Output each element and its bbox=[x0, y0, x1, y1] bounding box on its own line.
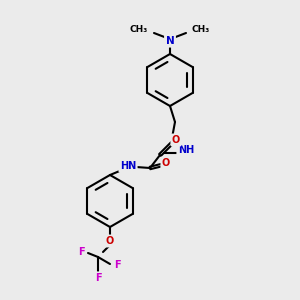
Text: HN: HN bbox=[120, 161, 136, 171]
Text: O: O bbox=[162, 158, 170, 168]
Text: F: F bbox=[114, 260, 120, 270]
Text: F: F bbox=[95, 273, 101, 283]
Text: F: F bbox=[78, 247, 84, 257]
Text: CH₃: CH₃ bbox=[130, 26, 148, 34]
Text: N: N bbox=[166, 36, 174, 46]
Text: O: O bbox=[172, 135, 180, 145]
Text: O: O bbox=[106, 236, 114, 246]
Text: CH₃: CH₃ bbox=[192, 26, 210, 34]
Text: NH: NH bbox=[178, 145, 194, 155]
